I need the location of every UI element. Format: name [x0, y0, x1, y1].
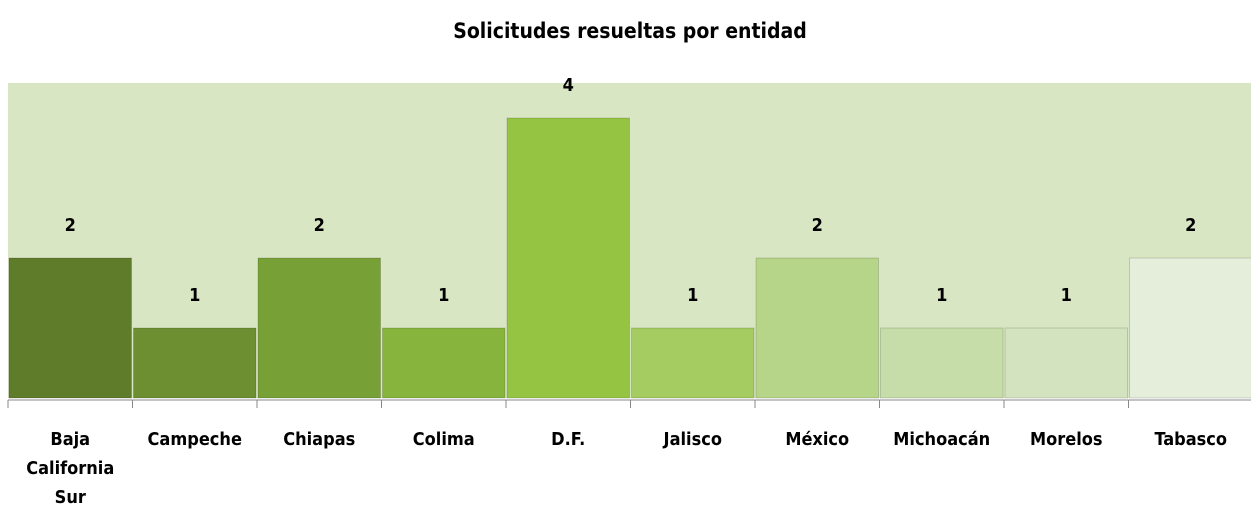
value-label: 2: [1185, 215, 1196, 236]
value-label: 4: [563, 75, 574, 96]
x-tick-label: Campeche: [147, 429, 242, 450]
value-label: 1: [189, 285, 200, 306]
bar: [506, 117, 630, 399]
bar: [755, 257, 879, 399]
value-label: 2: [65, 215, 76, 236]
x-tick-label: Morelos: [1029, 429, 1103, 450]
bar: [382, 327, 506, 399]
x-tick-label: Michoacán: [893, 429, 991, 450]
x-tick-label: D.F.: [551, 429, 586, 450]
value-label: 2: [314, 215, 325, 236]
chart-title: Solicitudes resueltas por entidad: [453, 19, 807, 43]
value-label: 1: [936, 285, 947, 306]
bar: [8, 257, 132, 399]
value-label: 1: [687, 285, 698, 306]
bar: [257, 257, 381, 399]
x-tick-label: Colima: [412, 429, 475, 450]
bar: [133, 327, 257, 399]
x-tick-label: Baja California Sur: [26, 429, 115, 508]
x-tick-label: Jalisco: [663, 429, 722, 450]
value-label: 1: [1061, 285, 1072, 306]
bar: [880, 327, 1004, 399]
x-tick-label: Chiapas: [283, 429, 356, 450]
bar: [1129, 257, 1251, 399]
value-label: 2: [812, 215, 823, 236]
bar: [631, 327, 755, 399]
x-tick-label: Tabasco: [1154, 429, 1228, 450]
x-tick-label: México: [785, 429, 850, 450]
bar: [1004, 327, 1128, 399]
value-label: 1: [438, 285, 449, 306]
